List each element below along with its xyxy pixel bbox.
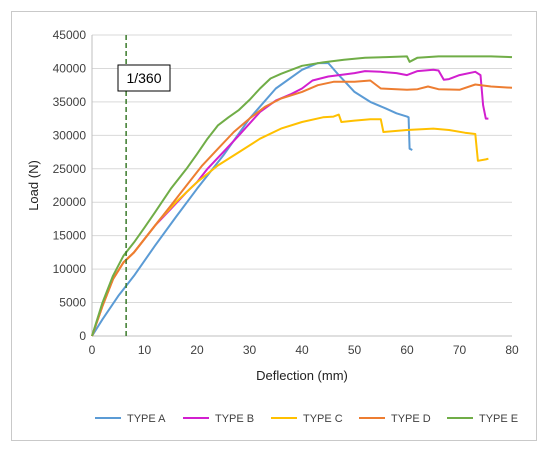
limit-label: 1/360 [126,70,161,86]
chart-frame [11,11,537,441]
legend: TYPE A TYPE B TYPE C TYPE D TYPE E [95,413,518,425]
limit-label-box [117,64,171,92]
y-tick-label: 15000 [53,229,87,243]
limit-annotation: 1/360 [117,35,171,336]
y-tick-label: 10000 [53,262,87,276]
x-tick-label: 30 [243,343,257,357]
x-axis-title: Deflection (mm) [256,368,348,383]
series-line-type-b [91,68,489,337]
x-tick-label: 40 [295,343,309,357]
y-tick-label: 0 [79,329,86,343]
x-tick-label: 0 [89,343,96,357]
y-tick-label: 5000 [59,296,86,310]
y-axis-title: Load (N) [26,160,41,211]
legend-label: TYPE D [391,413,431,425]
series-line-type-a [91,62,413,337]
y-tick-label: 30000 [53,128,87,142]
y-tick-label: 35000 [53,95,87,109]
series-line-type-e [91,55,513,337]
y-tick-label: 40000 [53,61,87,75]
y-tick-label: 20000 [53,195,87,209]
gridlines [92,34,512,304]
x-tick-labels: 0 10 20 30 40 50 60 70 80 [89,343,519,357]
legend-label: TYPE A [127,413,166,425]
x-tick-label: 10 [138,343,152,357]
y-tick-label: 45000 [53,28,87,42]
y-tick-labels: 0 5000 10000 15000 20000 25000 30000 35000 40000… [53,28,87,343]
x-tick-label: 70 [453,343,467,357]
axes [91,35,512,337]
legend-label: TYPE E [479,413,518,425]
series-lines [91,55,513,337]
legend-label: TYPE C [303,413,343,425]
legend-label: TYPE B [215,413,254,425]
x-tick-label: 80 [505,343,519,357]
x-tick-label: 20 [190,343,204,357]
y-tick-label: 25000 [53,162,87,176]
series-line-type-d [91,79,513,337]
x-tick-label: 60 [400,343,414,357]
x-tick-label: 50 [348,343,362,357]
